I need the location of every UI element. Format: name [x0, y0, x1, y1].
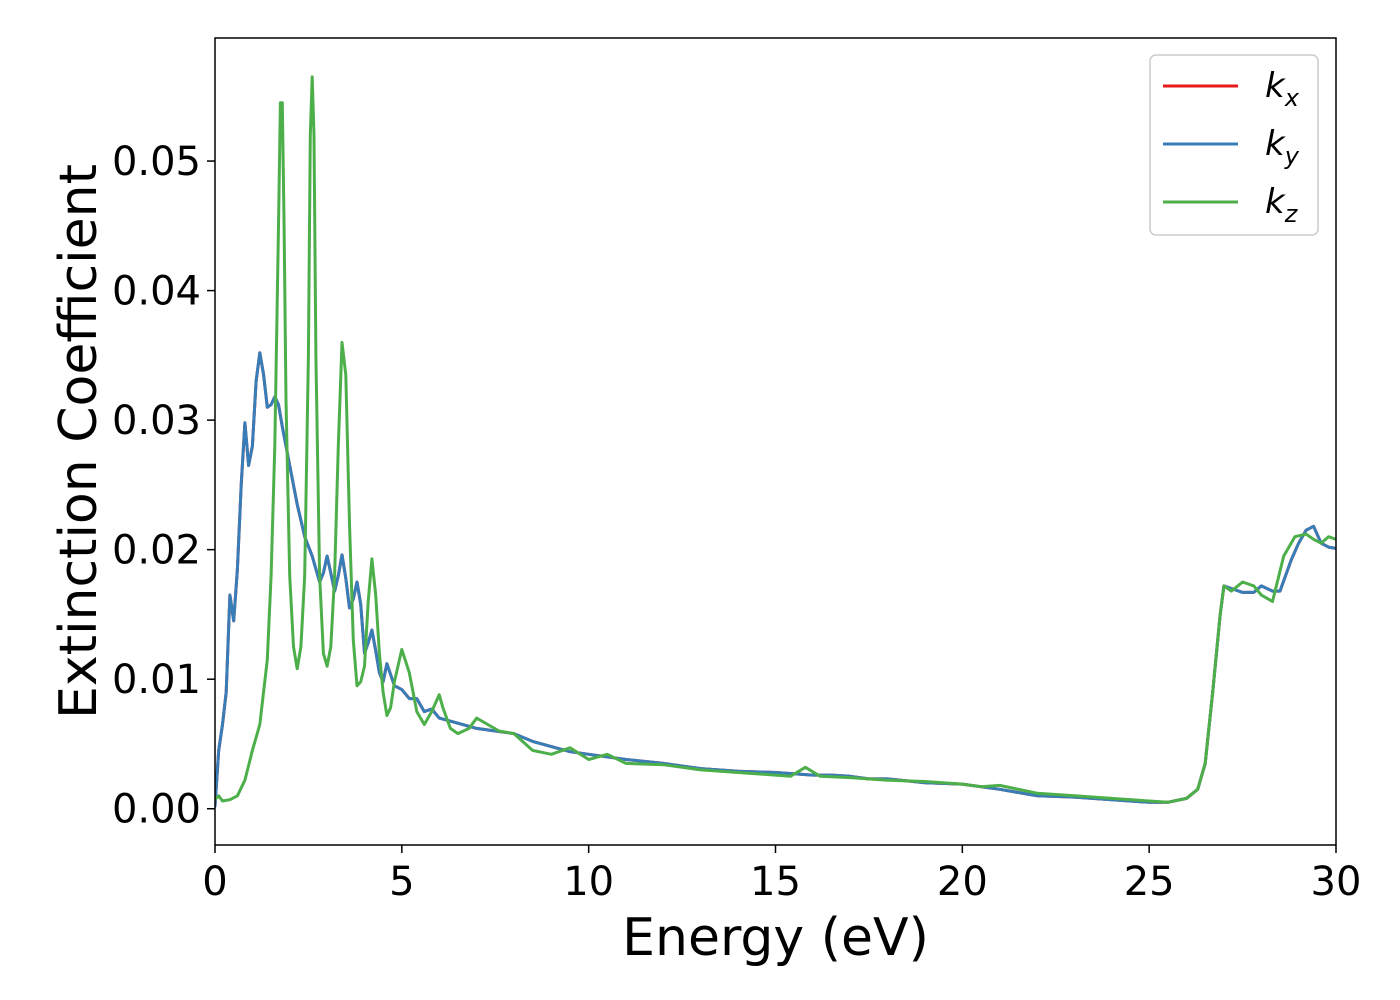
- x-tick-label: 20: [937, 859, 988, 905]
- legend-label-kx: kx: [1265, 66, 1300, 112]
- y-tick-label: 0.03: [112, 398, 201, 444]
- y-tick-label: 0.02: [112, 528, 201, 574]
- y-tick-label: 0.00: [112, 787, 201, 833]
- y-axis-label: Extinction Coefficient: [49, 164, 109, 719]
- x-tick-label: 5: [389, 859, 414, 905]
- x-tick-label: 0: [202, 859, 227, 905]
- legend-label-kz: kz: [1265, 182, 1299, 228]
- y-tick-label: 0.04: [112, 269, 201, 315]
- series-layer: [215, 75, 1336, 808]
- y-axis: 0.00 0.01 0.02 0.03 0.04 0.05: [112, 139, 215, 833]
- x-tick-label: 30: [1311, 859, 1362, 905]
- x-axis: 0 5 10 15 20 25 30: [202, 845, 1361, 905]
- legend: kx ky kz: [1149, 54, 1319, 236]
- x-tick-label: 25: [1124, 859, 1175, 905]
- y-tick-label: 0.01: [112, 657, 201, 703]
- y-tick-label: 0.05: [112, 139, 201, 185]
- x-tick-label: 15: [750, 859, 801, 905]
- x-tick-label: 10: [563, 859, 614, 905]
- legend-label-ky: ky: [1265, 124, 1300, 170]
- x-axis-label: Energy (eV): [622, 908, 929, 968]
- series-line-kz: [215, 75, 1336, 804]
